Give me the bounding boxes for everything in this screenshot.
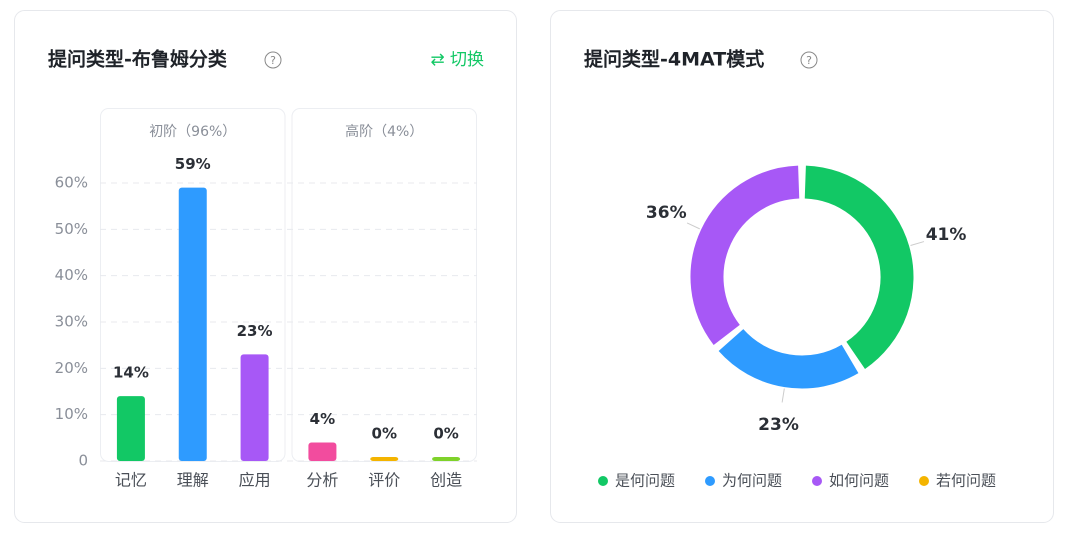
bar-value-label: 0%	[433, 425, 458, 443]
svg-text:?: ?	[806, 54, 812, 67]
help-icon[interactable]: ?	[800, 51, 818, 69]
donut-slice	[690, 165, 800, 346]
svg-text:?: ?	[270, 54, 276, 67]
leader-line	[686, 222, 700, 230]
x-tick-label: 评价	[368, 471, 400, 490]
bar-value-label: 59%	[175, 155, 211, 173]
toggle[interactable]: ⇄ 切换	[430, 50, 484, 70]
x-tick-label: 应用	[239, 471, 271, 490]
leader-line	[910, 241, 925, 246]
card-title: 提问类型-布鲁姆分类	[48, 48, 227, 71]
slice-label: 23%	[758, 415, 799, 435]
x-tick-label: 记忆	[115, 471, 147, 490]
bar	[240, 354, 269, 461]
x-tick-label: 分析	[306, 471, 338, 490]
bar-value-label: 4%	[310, 410, 335, 428]
bar	[178, 187, 207, 461]
donut-slice	[718, 328, 859, 389]
y-tick-label: 10%	[55, 405, 88, 423]
y-tick-label: 60%	[55, 174, 88, 192]
card-title: 提问类型-4MAT模式	[584, 48, 764, 71]
bar	[116, 396, 145, 461]
y-tick-label: 0	[78, 452, 88, 470]
group-label: 初阶（96%）	[149, 123, 236, 140]
legend-dot	[598, 476, 608, 486]
bar	[432, 457, 461, 461]
bar-value-label: 0%	[372, 425, 397, 443]
leader-line	[781, 388, 785, 403]
legend-label: 若何问题	[936, 472, 996, 490]
legend-label: 为何问题	[722, 472, 782, 490]
legend-label: 如何问题	[829, 472, 889, 490]
bar	[308, 442, 337, 461]
group-panel	[291, 108, 477, 462]
slice-label: 36%	[646, 203, 687, 223]
card	[14, 10, 517, 523]
y-tick-label: 40%	[55, 266, 88, 284]
y-tick-label: 20%	[55, 359, 88, 377]
y-tick-label: 30%	[55, 313, 88, 331]
card	[550, 10, 1054, 523]
slice-label: 41%	[926, 225, 967, 245]
help-icon[interactable]: ?	[264, 51, 282, 69]
x-tick-label: 理解	[177, 471, 209, 490]
donut-slice	[804, 165, 914, 369]
legend-label: 是何问题	[615, 472, 675, 490]
bar	[370, 457, 399, 461]
x-tick-label: 创造	[430, 471, 462, 490]
legend-dot	[919, 476, 929, 486]
y-tick-label: 50%	[55, 220, 88, 238]
group-label: 高阶（4%）	[345, 123, 423, 140]
legend-dot	[812, 476, 822, 486]
bar-value-label: 23%	[237, 322, 273, 340]
bar-value-label: 14%	[113, 364, 149, 382]
legend-dot	[705, 476, 715, 486]
